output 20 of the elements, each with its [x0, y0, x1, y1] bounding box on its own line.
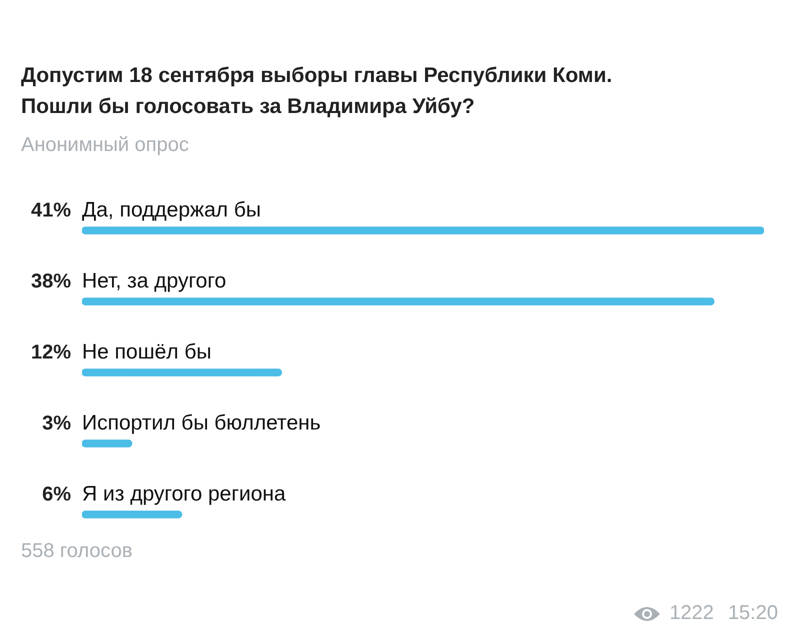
text: 15:20: [728, 602, 778, 625]
bar: [82, 368, 282, 376]
y-tick-label: Испортил бы бюллетень: [82, 412, 321, 434]
chart-title: Допустим 18 сентября выборы главы Республики Коми. Пошли бы голосовать за Владимира Уйбу?: [21, 63, 614, 120]
bar: [82, 510, 182, 518]
data-label: 38%: [30, 270, 72, 292]
bar: [82, 226, 764, 234]
bar: [82, 298, 714, 306]
y-tick-label: Нет, за другого: [82, 270, 226, 292]
text: 558 голосов: [21, 540, 132, 563]
data-label: 6%: [42, 484, 72, 506]
y-tick-label: Да, поддержал бы: [82, 198, 261, 222]
bar: [82, 440, 132, 448]
data-label: 12%: [30, 342, 72, 364]
data-label: 3%: [42, 412, 72, 434]
y-tick-label: Я из другого региона: [82, 482, 286, 506]
y-tick-label: Не пошёл бы: [82, 340, 212, 364]
chart-subtitle: Анонимный опрос: [21, 134, 189, 157]
text: 1222: [669, 602, 714, 625]
data-label: 41%: [30, 200, 72, 222]
